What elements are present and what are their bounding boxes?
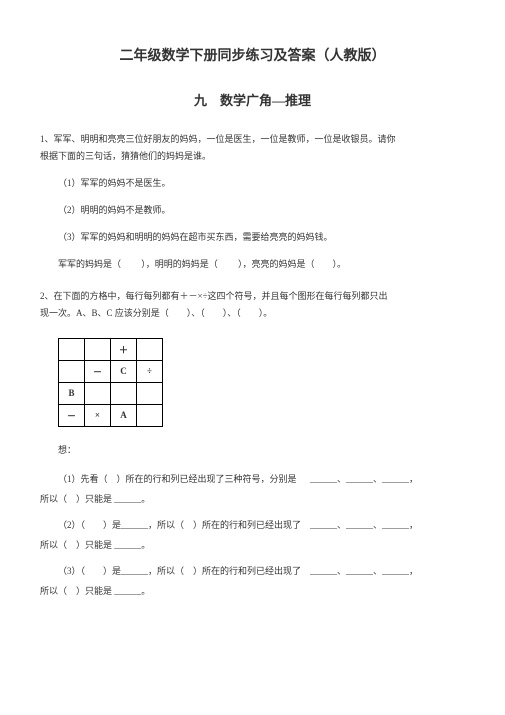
grid-wrap: ＋ － C ÷ B － × A [58, 338, 465, 427]
step2: （2）（ ）是______，所以（ ）所在的行和列已经出现了 ______、__… [40, 516, 465, 534]
q1-fill-c: ），亮亮的妈妈是（ [238, 259, 315, 269]
q2-intro-line2: 现一次。A、B、C 应该分别是（ ）、（ ）、（ ）。 [40, 308, 272, 318]
cell-4-4 [137, 404, 163, 426]
cell-2-1 [59, 360, 85, 382]
q1-item1: （1）军军的妈妈不是医生。 [40, 175, 465, 192]
step3-a: （3）（ ）是______，所以（ ）所在的行和列已经出现了 [58, 566, 301, 576]
sub-title: 九 数学广角—推理 [40, 90, 465, 109]
q1-fill: 军军的妈妈是（ ），明明的妈妈是（ ），亮亮的妈妈是（ ）。 [40, 256, 465, 273]
step1: （1）先看（ ）所在的行和列已经出现了三种符号，分别是 ______、_____… [40, 470, 465, 488]
cell-1-4 [137, 338, 163, 360]
q1-fill-b: ），明明的妈妈是（ [141, 259, 218, 269]
grid-row-4: － × A [59, 404, 163, 426]
q1-intro: 1、军军、明明和亮亮三位好朋友的妈妈，一位是医生，一位是教师，一位是收银员。请你… [40, 131, 465, 165]
q1-fill-a: 军军的妈妈是（ [58, 259, 121, 269]
step1-a: （1）先看（ ）所在的行和列已经出现了三种符号，分别是 [58, 474, 297, 484]
step2-sep: ______、______、______， [310, 520, 418, 530]
step3: （3）（ ）是______，所以（ ）所在的行和列已经出现了 ______、__… [40, 562, 465, 580]
step2-cont: 所以（ ）只能是 ______。 [40, 536, 465, 554]
cell-3-1: B [59, 382, 85, 404]
grid-row-2: － C ÷ [59, 360, 163, 382]
q1-fill-d: ）。 [333, 259, 347, 269]
cell-1-1 [59, 338, 85, 360]
step1-sep: ______、______、______， [310, 474, 418, 484]
q2-intro-line1: 2、在下面的方格中，每行每列都有＋－×÷这四个符号，并且每个图形在每行每列都只出 [40, 291, 388, 301]
cell-3-4 [137, 382, 163, 404]
cell-4-3: A [111, 404, 137, 426]
step3-sep: ______、______、______， [310, 566, 418, 576]
cell-3-3 [111, 382, 137, 404]
cell-4-2: × [85, 404, 111, 426]
cell-1-2 [85, 338, 111, 360]
q1-item2: （2）明明的妈妈不是教师。 [40, 202, 465, 219]
cell-2-2: － [85, 360, 111, 382]
main-title: 二年级数学下册同步练习及答案（人教版） [40, 45, 465, 65]
step3-cont: 所以（ ）只能是 ______。 [40, 582, 465, 600]
q2-intro: 2、在下面的方格中，每行每列都有＋－×÷这四个符号，并且每个图形在每行每列都只出… [40, 288, 465, 322]
cell-4-1: － [59, 404, 85, 426]
q1-intro-line2: 根据下面的三句话，猜猜他们的妈妈是谁。 [40, 151, 211, 161]
q1-intro-line1: 1、军军、明明和亮亮三位好朋友的妈妈，一位是医生，一位是教师，一位是收银员。请你 [40, 134, 396, 144]
q1-item3: （3）军军的妈妈和明明的妈妈在超市买东西，需要给亮亮的妈妈钱。 [40, 229, 465, 246]
think-label: 想： [58, 443, 465, 456]
grid-row-1: ＋ [59, 338, 163, 360]
cell-1-3: ＋ [111, 338, 137, 360]
symbol-grid: ＋ － C ÷ B － × A [58, 338, 163, 427]
cell-3-2 [85, 382, 111, 404]
cell-2-4: ÷ [137, 360, 163, 382]
step2-a: （2）（ ）是______，所以（ ）所在的行和列已经出现了 [58, 520, 301, 530]
grid-row-3: B [59, 382, 163, 404]
cell-2-3: C [111, 360, 137, 382]
step1-cont: 所以（ ）只能是 ______。 [40, 490, 465, 508]
